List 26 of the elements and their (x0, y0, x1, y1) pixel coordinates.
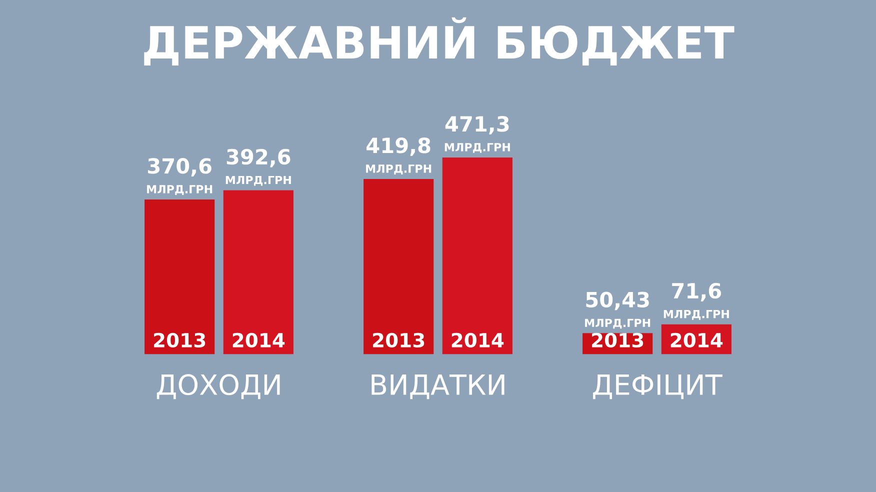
data-label: 471,3 (445, 116, 509, 134)
x-tick-label: ДЕФІЦИТ (593, 374, 722, 400)
text: 2014 (670, 332, 723, 348)
series-label: 2013 (592, 332, 644, 348)
bar (442, 157, 512, 354)
text: МЛРД.ГРН (585, 318, 650, 329)
series-label: 2014 (232, 332, 285, 348)
text: МЛРД.ГРН (226, 176, 291, 186)
text: 2014 (452, 332, 504, 348)
bar (144, 199, 215, 354)
chart-title: ДЕРЖАВНИЙ БЮДЖЕТ (144, 17, 734, 66)
text: 2013 (373, 332, 424, 348)
bar (223, 190, 294, 354)
data-label: 392,6 (226, 148, 290, 168)
text: МЛРД.ГРН (444, 143, 510, 153)
text: МЛРД.ГРН (664, 310, 729, 320)
x-tick-label: ВИДАТКИ (372, 374, 504, 400)
data-label: 419,8 (366, 138, 430, 156)
bar (364, 178, 434, 354)
data-label: 370,6 (148, 158, 212, 176)
annotation: МЛРД.ГРН (147, 185, 212, 195)
x-tick-label: ДОХОДИ (156, 374, 280, 400)
data-label: 71,6 (672, 282, 721, 302)
data-label: 50,43 (586, 292, 649, 310)
text: МЛРД.ГРН (366, 164, 432, 174)
text: 2013 (154, 332, 206, 348)
